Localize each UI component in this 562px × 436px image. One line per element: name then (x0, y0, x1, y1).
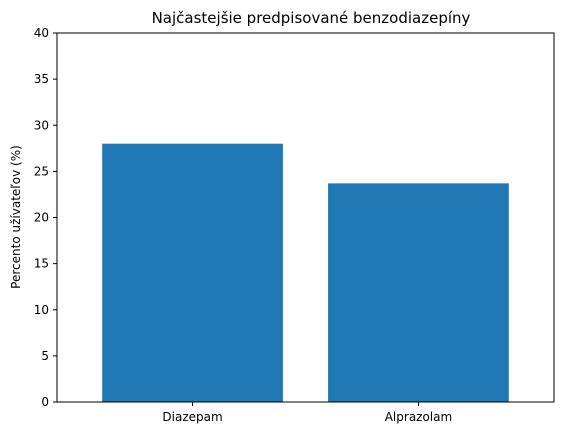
bars-group (102, 143, 509, 402)
x-tick-label: Diazepam (162, 410, 222, 424)
bar-diazepam (102, 143, 283, 402)
y-axis-ticks: 0 5 10 15 20 25 30 35 40 (34, 26, 57, 409)
y-tick-label: 35 (34, 72, 49, 86)
y-tick-label: 20 (34, 211, 49, 225)
y-tick-label: 0 (41, 395, 49, 409)
y-tick-label: 40 (34, 26, 49, 40)
y-tick-label: 30 (34, 118, 49, 132)
x-axis-ticks: Diazepam Alprazolam (162, 402, 452, 424)
y-tick-label: 25 (34, 164, 49, 178)
y-tick-label: 15 (34, 257, 49, 271)
x-tick-label: Alprazolam (385, 410, 452, 424)
bar-alprazolam (328, 183, 509, 402)
chart-title: Najčastejšie predpisované benzodiazepíny (152, 9, 471, 27)
y-tick-label: 5 (41, 349, 49, 363)
y-axis-label: Percento užívateľov (%) (9, 145, 23, 289)
plot-frame (56, 32, 555, 403)
y-tick-label: 10 (34, 303, 49, 317)
